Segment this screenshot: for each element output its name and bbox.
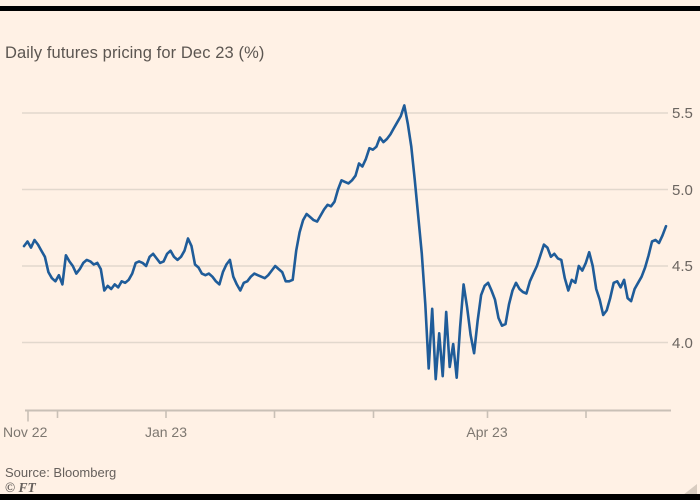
x-tick-label-jan23: Jan 23 (144, 424, 188, 440)
bottom-rule (0, 494, 700, 500)
y-tick-label-5-5: 5.5 (672, 105, 693, 122)
corner-triangle-icon (683, 484, 697, 495)
ft-logo: © FT (5, 480, 36, 495)
y-tick-label-5-0: 5.0 (672, 181, 693, 199)
y-tick-label-4-5: 4.5 (672, 258, 693, 275)
y-tick-label-4-0: 4.0 (672, 334, 693, 352)
x-tick-label-apr23: Apr 23 (466, 424, 508, 440)
futures-price-line (22, 104, 668, 381)
x-tick-label-nov22: Nov 22 (3, 424, 48, 440)
source-credit: Source: Bloomberg (5, 465, 117, 480)
top-rule (0, 6, 700, 11)
chart-title: Daily futures pricing for Dec 23 (%) (5, 44, 265, 62)
